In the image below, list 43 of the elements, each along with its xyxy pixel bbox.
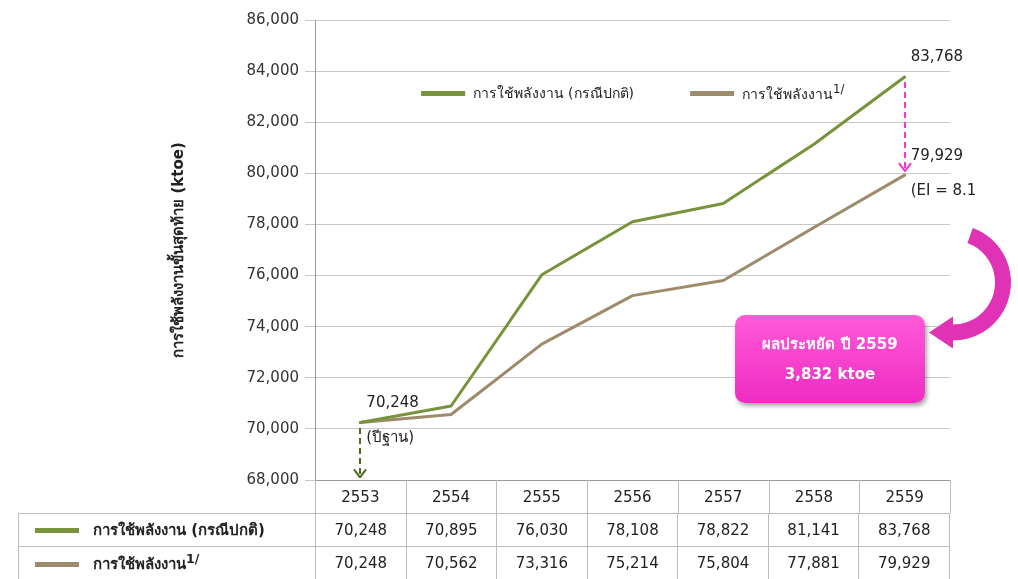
x-tick-label: 2555 [522, 487, 561, 506]
x-tick-label: 2558 [794, 487, 834, 506]
data-label: 83,768 [858, 513, 950, 547]
text: การใช้พลังงาน$^{1/}$ [93, 550, 200, 573]
y-tick-label: 84,000 [246, 61, 299, 79]
y-tick-label: 74,000 [246, 316, 299, 335]
callout-box: ผลประหยัด ปี 2559 3,832 ktoe [735, 315, 925, 403]
x-tick-label: 2554 [431, 487, 471, 506]
data-label: 70,248 [315, 513, 407, 547]
x-tick-label: 2553 [341, 487, 380, 506]
y-tick-label: 76,000 [246, 265, 299, 284]
legend-label: การใช้พลังงาน$^{1/}$ [742, 82, 845, 104]
annotation: ผลประหยัด ปี 2559 3,832 ktoe [762, 334, 898, 385]
y-tick-label: 72,000 [246, 367, 299, 386]
annotation: (EI = 8.1 [910, 180, 977, 199]
data-label: 79,929 [858, 546, 950, 579]
data-label: 70,248 [315, 546, 407, 579]
data-label: 81,141 [768, 513, 859, 547]
y-tick-label: 70,000 [246, 418, 299, 437]
data-label: 70,895 [406, 513, 497, 547]
y-tick-label: 80,000 [246, 163, 299, 182]
data-label: 73,316 [496, 546, 588, 579]
y-tick-label: 86,000 [246, 9, 299, 28]
y-axis-title: การใช้พลังงานขั้นสุดท้าย (ktoe) [165, 142, 188, 358]
data-label: 76,030 [496, 513, 588, 547]
annotation: (ปีฐาน) [366, 427, 415, 446]
text: การใช้พลังงาน (กรณีปกติ) [93, 521, 265, 539]
data-label: 70,562 [406, 546, 497, 579]
annotation: 79,929 [910, 145, 964, 164]
data-label: 75,214 [587, 546, 678, 579]
y-tick-label: 68,000 [246, 469, 299, 488]
data-label: 75,804 [677, 546, 769, 579]
x-tick-label: 2557 [704, 487, 743, 506]
y-tick-label: 78,000 [246, 214, 299, 233]
annotation: 83,768 [910, 47, 964, 66]
legend-label: การใช้พลังงาน (กรณีปกติ) [472, 84, 635, 104]
x-tick-label: 2559 [885, 487, 924, 506]
y-tick-label: 82,000 [246, 112, 299, 131]
data-label: 78,108 [587, 513, 678, 547]
data-label: 78,822 [677, 513, 769, 547]
annotation: 70,248 [366, 392, 419, 411]
x-tick-label: 2556 [613, 487, 652, 506]
data-label: 77,881 [768, 546, 859, 579]
